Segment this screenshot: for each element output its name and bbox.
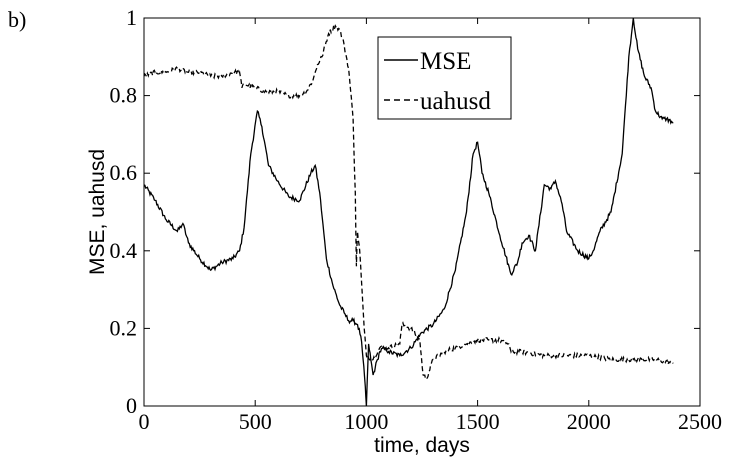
panel-label: b) <box>8 7 26 32</box>
axis-ticks: 0 500 1000 1500 2000 2500 0 0.2 0.4 0.6 0.8 1 <box>110 5 723 434</box>
x-tick-label: 2500 <box>678 409 722 434</box>
y-tick-label: 1 <box>126 5 137 30</box>
plot-frame <box>143 17 701 407</box>
series-line-uahusd <box>143 24 674 381</box>
legend-label-mse: MSE <box>420 48 471 75</box>
legend: MSE uahusd <box>377 36 512 120</box>
x-tick-label: 1000 <box>344 409 388 434</box>
y-axis-label: MSE, uahusd <box>86 149 109 275</box>
y-tick-label: 0 <box>126 393 137 418</box>
y-tick-label: 0.4 <box>110 238 138 263</box>
x-tick-label: 0 <box>139 409 150 434</box>
x-tick-label: 1500 <box>456 409 500 434</box>
y-tick-label: 0.2 <box>110 315 138 340</box>
y-tick-label: 0.8 <box>110 83 138 108</box>
x-axis-label: time, days <box>374 434 470 457</box>
x-tick-label: 500 <box>239 409 272 434</box>
y-tick-label: 0.6 <box>110 160 138 185</box>
legend-box <box>377 36 512 120</box>
x-tick-label: 2000 <box>567 409 611 434</box>
legend-label-uahusd: uahusd <box>420 88 491 115</box>
series-line-mse <box>143 17 674 407</box>
series-layer <box>143 17 674 407</box>
